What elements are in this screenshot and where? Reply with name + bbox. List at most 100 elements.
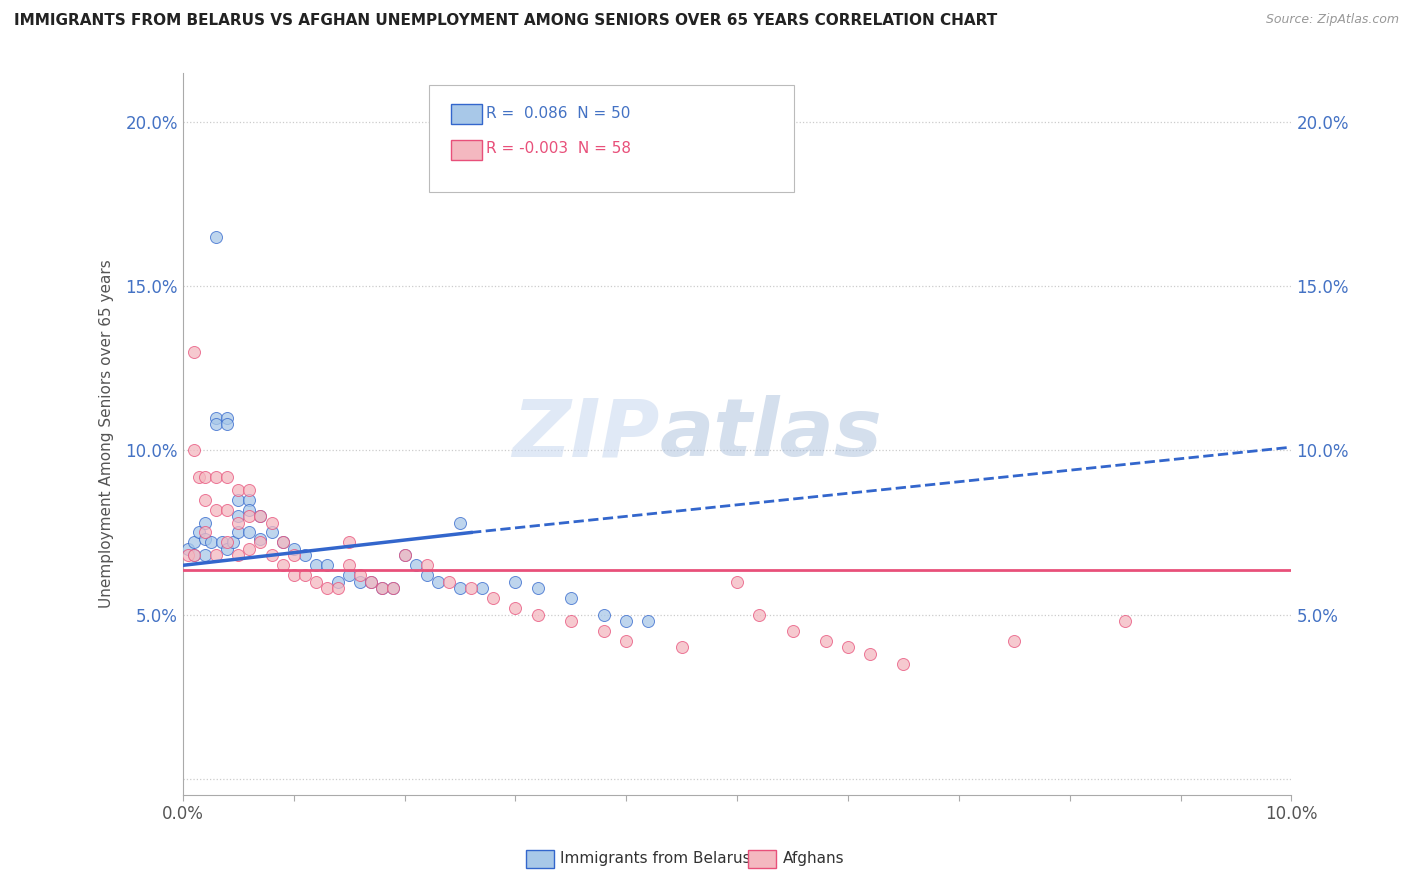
Point	[837, 640, 859, 655]
Point	[614, 633, 637, 648]
Point	[238, 483, 260, 497]
Point	[1002, 633, 1025, 648]
Point	[337, 558, 360, 573]
Point	[217, 469, 239, 483]
Point	[316, 558, 339, 573]
Point	[205, 502, 228, 516]
Point	[226, 525, 249, 540]
Point	[205, 417, 228, 432]
Point	[337, 535, 360, 549]
Point	[249, 532, 271, 546]
Point	[217, 410, 239, 425]
Point	[326, 582, 349, 596]
Text: R =  0.086  N = 50: R = 0.086 N = 50	[486, 106, 631, 120]
Point	[305, 574, 328, 589]
Point	[200, 535, 222, 549]
Point	[426, 574, 449, 589]
Point	[194, 549, 217, 563]
Point	[271, 535, 294, 549]
Point	[194, 492, 217, 507]
Point	[271, 535, 294, 549]
Point	[405, 558, 427, 573]
Point	[217, 417, 239, 432]
Point	[349, 568, 371, 582]
Point	[637, 614, 659, 628]
Point	[226, 516, 249, 530]
Point	[183, 345, 205, 359]
Text: IMMIGRANTS FROM BELARUS VS AFGHAN UNEMPLOYMENT AMONG SENIORS OVER 65 YEARS CORRE: IMMIGRANTS FROM BELARUS VS AFGHAN UNEMPL…	[14, 13, 997, 29]
Point	[326, 574, 349, 589]
Point	[471, 582, 494, 596]
Point	[482, 148, 505, 162]
Point	[205, 549, 228, 563]
Point	[505, 574, 527, 589]
Point	[188, 525, 211, 540]
Point	[671, 640, 693, 655]
Point	[482, 591, 505, 606]
Point	[337, 568, 360, 582]
Point	[725, 574, 748, 589]
Point	[460, 582, 482, 596]
Point	[238, 492, 260, 507]
Point	[859, 647, 882, 661]
Point	[217, 502, 239, 516]
Text: atlas: atlas	[659, 395, 883, 473]
Point	[249, 509, 271, 524]
Point	[188, 469, 211, 483]
Point	[205, 469, 228, 483]
Point	[614, 614, 637, 628]
Point	[294, 568, 316, 582]
Point	[394, 549, 416, 563]
Text: ZIP: ZIP	[512, 395, 659, 473]
Point	[526, 607, 548, 622]
Point	[226, 549, 249, 563]
Point	[593, 607, 616, 622]
Point	[226, 483, 249, 497]
Point	[238, 525, 260, 540]
Point	[283, 541, 305, 556]
Point	[382, 582, 405, 596]
Point	[194, 532, 217, 546]
Point	[526, 582, 548, 596]
Point	[260, 516, 283, 530]
Point	[177, 541, 200, 556]
Point	[194, 516, 217, 530]
Point	[371, 582, 394, 596]
Text: Source: ZipAtlas.com: Source: ZipAtlas.com	[1265, 13, 1399, 27]
Point	[505, 601, 527, 615]
Point	[183, 535, 205, 549]
Point	[205, 410, 228, 425]
Point	[360, 574, 382, 589]
Point	[560, 614, 582, 628]
Point	[1114, 614, 1136, 628]
Point	[222, 535, 245, 549]
Point	[394, 549, 416, 563]
Point	[194, 469, 217, 483]
Point	[260, 549, 283, 563]
Point	[349, 574, 371, 589]
Point	[305, 558, 328, 573]
Point	[183, 549, 205, 563]
Point	[205, 230, 228, 244]
Point	[814, 633, 837, 648]
Y-axis label: Unemployment Among Seniors over 65 years: Unemployment Among Seniors over 65 years	[100, 260, 114, 608]
Point	[416, 568, 439, 582]
Point	[449, 582, 471, 596]
Point	[249, 535, 271, 549]
Point	[283, 568, 305, 582]
Text: Afghans: Afghans	[783, 852, 845, 866]
Point	[238, 509, 260, 524]
Point	[893, 657, 915, 671]
Point	[183, 549, 205, 563]
Point	[217, 535, 239, 549]
Point	[371, 582, 394, 596]
Text: R = -0.003  N = 58: R = -0.003 N = 58	[486, 142, 631, 156]
Point	[449, 516, 471, 530]
Point	[316, 582, 339, 596]
Point	[283, 549, 305, 563]
Point	[260, 525, 283, 540]
Point	[782, 624, 804, 638]
Point	[748, 607, 770, 622]
Point	[183, 443, 205, 458]
Point	[360, 574, 382, 589]
